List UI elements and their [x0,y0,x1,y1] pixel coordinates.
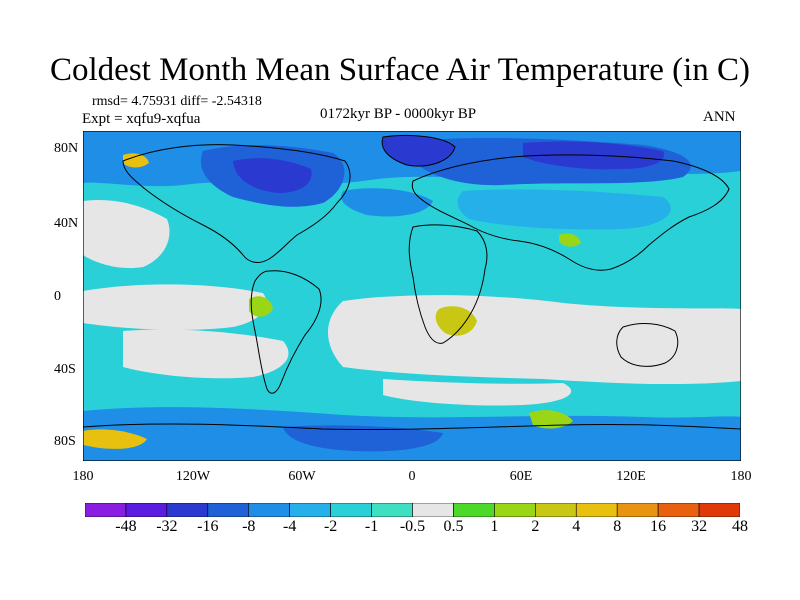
lon-tick-60e: 60E [509,469,533,484]
colorbar-box [657,503,700,517]
central-asia-mid [457,189,671,230]
colorbar-box [371,503,413,517]
north-atlantic-cold [341,188,433,217]
chart-title: Coldest Month Mean Surface Air Temperatu… [50,52,750,88]
colorbar-box [412,503,454,517]
greenland-outline [381,134,456,167]
africa-outline [408,224,488,344]
antarctic-deep-cold [283,425,443,452]
lat-tick-0: 0 [54,289,61,304]
colorbar-label: 32 [691,518,708,535]
colorbar-label: 0.5 [443,518,464,535]
temperature-map [83,131,741,461]
colorbar-box [616,503,659,517]
colorbar-label: 48 [732,518,748,535]
colorbar-label: 4 [572,518,581,535]
lat-tick-80n: 80N [54,141,79,156]
australia-outline [616,323,679,367]
tibet-warm [559,233,581,247]
colorbar-label: 1 [490,518,499,535]
north-america-outline [122,144,351,263]
north-america-extreme-core [233,158,312,193]
tropical-pacific-neutral [83,284,267,330]
lat-tick-40s: 40S [54,362,76,377]
southern-ocean-neutral [383,379,572,406]
colorbar-label: 2 [531,518,540,535]
lon-tick-120w: 120W [175,469,211,484]
colorbar-label: -32 [156,518,178,535]
colorbar-label: 8 [613,518,622,535]
colorbar-box [698,503,740,517]
colorbar-box [575,503,618,517]
north-pacific-neutral [83,199,170,269]
east-antarctic-warm [529,410,573,429]
stats-line: rmsd= 4.75931 diff= -2.54318 [92,94,262,109]
colorbar-label: -0.5 [399,518,426,535]
lat-tick-80s: 80S [54,434,76,449]
colorbar-box [85,503,127,517]
colorbar-label: -48 [115,518,137,535]
colorbar-label: -16 [197,518,219,535]
colorbar [85,503,740,517]
africa-south-warm [435,306,477,336]
colorbar-box [207,503,250,517]
alaska-warm [123,153,149,168]
south-pacific-neutral [123,329,289,379]
antarctic-peninsula-warm [83,429,147,449]
colorbar-box [494,503,536,517]
lon-tick-60w: 60W [288,469,316,484]
colorbar-box [453,503,495,517]
lat-tick-40n: 40N [54,216,79,231]
eurasia-outline [411,154,730,271]
greenland-cold [382,135,455,167]
lon-tick-0: 0 [408,469,416,484]
lon-tick-180-west: 180 [72,469,94,484]
colorbar-label: -1 [364,518,379,535]
lon-tick-180-east: 180 [730,469,752,484]
colorbar-box [535,503,577,517]
colorbar-label: 16 [650,518,667,535]
colorbar-label: -4 [283,518,297,535]
season-label: ANN [703,109,736,125]
lon-tick-120e: 120E [616,469,646,484]
south-atlantic-indian-neutral [328,295,741,385]
colorbar-label: -2 [323,518,338,535]
field-patches [83,131,741,461]
colorbar-box [166,503,209,517]
colorbar-box [248,503,290,517]
coastlines [83,134,741,431]
colorbar-box [330,503,372,517]
colorbar-label: -8 [242,518,256,535]
colorbar-box [125,503,168,517]
south-america-outline [250,270,322,394]
colorbar-box [289,503,331,517]
antarctica-outline [83,423,741,431]
south-america-warm [249,296,273,317]
period-line: 0172kyr BP - 0000kyr BP [320,106,477,122]
experiment-line: Expt = xqfu9-xqfua [82,111,201,127]
